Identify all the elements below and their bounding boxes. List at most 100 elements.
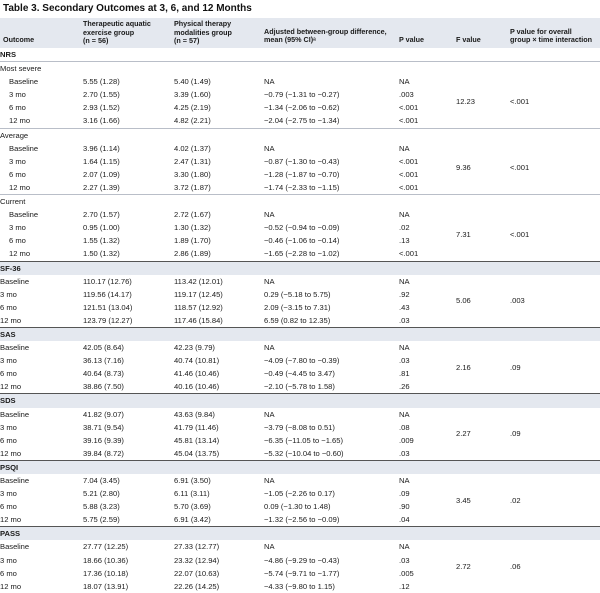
physical-value: 117.46 (15.84) (174, 315, 223, 325)
aquatic-value: 36.13 (7.16) (83, 356, 124, 366)
interaction-p-value: <.001 (510, 96, 530, 106)
physical-value: 41.46 (10.46) (174, 369, 220, 379)
physical-value: 40.74 (10.81) (174, 356, 220, 366)
aquatic-value: 7.04 (3.45) (83, 476, 120, 485)
table-header: Outcome Therapeutic aquatic exercise gro… (0, 18, 600, 48)
aquatic-value: 3.16 (1.66) (83, 116, 120, 126)
aquatic-value: 41.82 (9.07) (83, 409, 124, 419)
subgroup-header: Current (0, 194, 600, 209)
interaction-p-value: .02 (510, 495, 521, 505)
difference-value: 2.09 (−3.15 to 7.31) (264, 302, 331, 312)
p-value: <.001 (399, 103, 419, 113)
row-label: Baseline (9, 210, 39, 220)
header-pint-line2: group × time interaction (510, 35, 593, 45)
f-value: 12.23 (456, 96, 476, 106)
row-label: 3 mo (0, 289, 17, 299)
interaction-p-value: .003 (510, 296, 525, 306)
table-row: 6 mo 1.55 (1.32) 1.89 (1.70) −0.46 (−1.06 t… (0, 234, 600, 247)
row-label: 3 mo (0, 356, 17, 366)
section-label: Average (0, 127, 80, 142)
row-label: 6 mo (9, 236, 26, 246)
table-row: 3 mo 1.64 (1.15) 2.47 (1.31) −0.87 (−1.30 t… (0, 155, 600, 168)
table-row: 3 mo 0.95 (1.00) 1.30 (1.32) −0.52 (−0.94 t… (0, 221, 600, 234)
aquatic-value: 18.66 (10.36) (83, 555, 129, 565)
header-aquatic-line1: Therapeutic aquatic (83, 19, 151, 28)
aquatic-value: 5.21 (2.80) (83, 489, 120, 499)
table-row: Baseline 42.05 (8.64) 42.23 (9.79) NA NA 2.16… (0, 341, 600, 372)
group-header: PASS (0, 526, 600, 541)
physical-value: 5.70 (3.69) (174, 502, 211, 512)
difference-value: −4.33 (−9.80 to 1.15) (264, 581, 335, 591)
section-label: Most severe (0, 61, 80, 76)
p-value: .12 (399, 581, 410, 591)
section-fill (80, 194, 600, 209)
difference-value: 0.29 (−5.18 to 5.75) (264, 289, 331, 299)
p-value: <.001 (399, 249, 419, 259)
table-body: NRS Most severe Baseline 5.55 (1.28) 5.40 (1… (0, 48, 600, 593)
p-value: .02 (399, 223, 410, 233)
header-physical-group: Physical therapy modalities group (n = 5… (174, 19, 232, 46)
aquatic-value: 121.51 (13.04) (83, 302, 133, 312)
p-value: NA (399, 276, 410, 286)
header-diff-line2: mean (95% CI)ᵃ (264, 35, 316, 45)
section-fill (80, 526, 600, 541)
physical-value: 119.17 (12.45) (174, 289, 223, 299)
table-row: 6 mo 40.64 (8.73) 41.46 (10.46) −0.49 (−4.4… (0, 367, 600, 380)
row-label: 6 mo (9, 169, 26, 179)
table-row: 12 mo 39.84 (8.72) 45.04 (13.75) −5.32 (−10… (0, 447, 600, 461)
header-aquatic-line3: (n = 56) (83, 36, 109, 46)
row-label: Baseline (0, 343, 30, 353)
aquatic-value: 2.07 (1.09) (83, 169, 120, 179)
physical-value: 22.07 (10.63) (174, 568, 220, 578)
section-label: PSQI (0, 459, 80, 474)
physical-value: 27.33 (12.77) (174, 542, 220, 552)
p-value: .03 (399, 315, 410, 325)
p-value: .13 (399, 236, 410, 246)
table-row: 12 mo 2.27 (1.39) 3.72 (1.87) −1.74 (−2.33 … (0, 181, 600, 195)
difference-value: 0.09 (−1.30 to 1.48) (264, 502, 331, 512)
physical-value: 3.39 (1.60) (174, 90, 211, 100)
difference-value: −0.87 (−1.30 to −0.43) (264, 156, 340, 166)
table-row: 6 mo 121.51 (13.04) 118.57 (12.92) 2.09 (−3… (0, 301, 600, 314)
group-header: SF-36 (0, 260, 600, 275)
p-value: .43 (399, 302, 410, 312)
aquatic-value: 2.70 (1.55) (83, 90, 120, 100)
difference-value: −1.34 (−2.06 to −0.62) (264, 103, 340, 113)
interaction-p-value: <.001 (510, 163, 530, 173)
p-value: .03 (399, 448, 410, 458)
physical-value: 1.89 (1.70) (174, 236, 211, 246)
table-row: 12 mo 38.86 (7.50) 40.16 (10.46) −2.10 (−5.… (0, 380, 600, 394)
p-value: .81 (399, 369, 410, 379)
p-value: .92 (399, 289, 410, 299)
aquatic-value: 18.07 (13.91) (83, 581, 129, 591)
aquatic-value: 1.50 (1.32) (83, 249, 120, 259)
physical-value: 41.79 (11.46) (174, 422, 219, 432)
header-pint-line1: P value for overall (510, 26, 572, 36)
f-value: 2.16 (456, 362, 471, 372)
table-row: Baseline 3.96 (1.14) 4.02 (1.37) NA NA 9.36 <.… (0, 142, 600, 173)
aquatic-value: 1.64 (1.15) (83, 156, 120, 166)
p-value: NA (399, 542, 410, 552)
difference-value: −5.32 (−10.04 to −0.60) (264, 448, 344, 458)
physical-value: 2.47 (1.31) (174, 156, 211, 166)
difference-value: −4.09 (−7.80 to −0.39) (264, 356, 340, 366)
difference-value: −1.32 (−2.56 to −0.09) (264, 515, 340, 525)
aquatic-value: 39.84 (8.72) (83, 448, 124, 458)
header-outcome: Outcome (3, 35, 35, 45)
p-value: NA (399, 77, 410, 87)
physical-value: 5.40 (1.49) (174, 77, 211, 87)
row-label: 12 mo (0, 515, 22, 525)
p-value: .009 (399, 435, 414, 445)
table-row: 3 mo 5.21 (2.80) 6.11 (3.11) −1.05 (−2.26 t… (0, 487, 600, 500)
aquatic-value: 27.77 (12.25) (83, 542, 129, 552)
aquatic-value: 42.05 (8.64) (83, 343, 124, 353)
physical-value: 113.42 (12.01) (174, 276, 223, 286)
row-label: Baseline (0, 476, 30, 485)
physical-value: 2.72 (1.67) (174, 210, 211, 220)
physical-value: 2.86 (1.89) (174, 249, 211, 259)
difference-value: NA (264, 276, 275, 286)
row-label: 3 mo (9, 90, 26, 100)
table-row: 3 mo 18.66 (10.36) 23.32 (12.94) −4.86 (−9.… (0, 554, 600, 567)
table-row: 6 mo 2.93 (1.52) 4.25 (2.19) −1.34 (−2.06 t… (0, 101, 600, 114)
section-label: SF-36 (0, 260, 80, 275)
